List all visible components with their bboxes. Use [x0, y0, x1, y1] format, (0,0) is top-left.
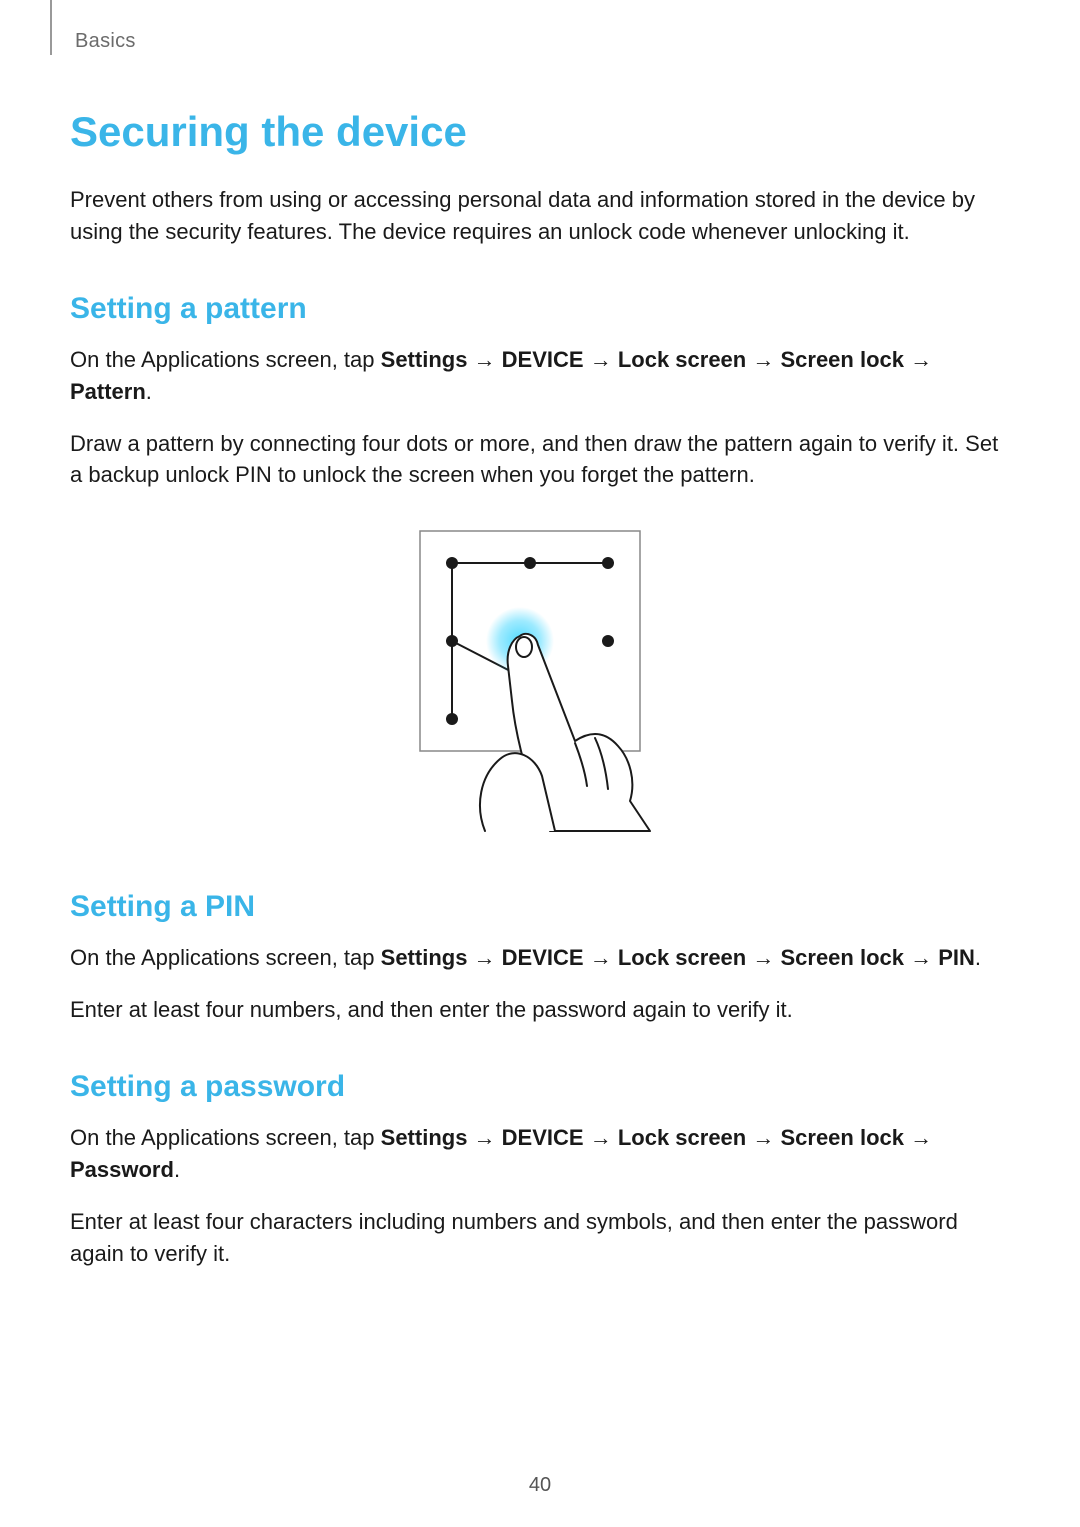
nav-item-screenlock: Screen lock — [780, 945, 904, 970]
pattern-dot — [446, 557, 458, 569]
section-label: Basics — [75, 30, 1010, 53]
pin-heading: Setting a PIN — [70, 890, 1010, 924]
pattern-heading: Setting a pattern — [70, 292, 1010, 326]
nav-item-password: Password — [70, 1157, 174, 1182]
arrow-icon: → — [904, 1125, 932, 1150]
pattern-dot — [602, 635, 614, 647]
nav-item-device: DEVICE — [502, 945, 584, 970]
password-nav-text: On the Applications screen, tap Settings… — [70, 1122, 1010, 1186]
nav-item-lockscreen: Lock screen — [618, 347, 746, 372]
arrow-icon: → — [746, 1125, 780, 1150]
arrow-icon: → — [904, 347, 932, 372]
period: . — [146, 379, 152, 404]
page-container: Basics Securing the device Prevent other… — [0, 0, 1080, 1527]
pattern-figure — [70, 521, 1010, 846]
period: . — [975, 945, 981, 970]
nav-item-device: DEVICE — [502, 347, 584, 372]
header-divider — [50, 0, 52, 55]
arrow-icon: → — [467, 347, 501, 372]
pattern-dot — [446, 713, 458, 725]
nav-item-screenlock: Screen lock — [780, 1125, 904, 1150]
pattern-nav-prefix: On the Applications screen, tap — [70, 347, 381, 372]
pin-nav-prefix: On the Applications screen, tap — [70, 945, 381, 970]
nav-item-settings: Settings — [381, 347, 468, 372]
arrow-icon: → — [746, 945, 780, 970]
arrow-icon: → — [584, 1125, 618, 1150]
nav-item-settings: Settings — [381, 945, 468, 970]
arrow-icon: → — [904, 945, 938, 970]
nav-item-lockscreen: Lock screen — [618, 945, 746, 970]
page-number: 40 — [0, 1474, 1080, 1497]
pattern-dot — [446, 635, 458, 647]
arrow-icon: → — [467, 1125, 501, 1150]
pattern-nav-text: On the Applications screen, tap Settings… — [70, 344, 1010, 408]
nav-item-pin: PIN — [938, 945, 975, 970]
pattern-dot — [524, 557, 536, 569]
intro-paragraph: Prevent others from using or accessing p… — [70, 184, 1010, 248]
pattern-body-text: Draw a pattern by connecting four dots o… — [70, 428, 1010, 492]
pattern-dot — [602, 557, 614, 569]
password-heading: Setting a password — [70, 1070, 1010, 1104]
arrow-icon: → — [584, 347, 618, 372]
pattern-lock-illustration — [410, 521, 670, 841]
page-title: Securing the device — [70, 108, 1010, 156]
period: . — [174, 1157, 180, 1182]
nav-item-settings: Settings — [381, 1125, 468, 1150]
password-body-text: Enter at least four characters including… — [70, 1206, 1010, 1270]
arrow-icon: → — [746, 347, 780, 372]
pin-body-text: Enter at least four numbers, and then en… — [70, 994, 1010, 1026]
pin-nav-text: On the Applications screen, tap Settings… — [70, 942, 1010, 974]
nav-item-screenlock: Screen lock — [780, 347, 904, 372]
nav-item-lockscreen: Lock screen — [618, 1125, 746, 1150]
nav-item-device: DEVICE — [502, 1125, 584, 1150]
password-nav-prefix: On the Applications screen, tap — [70, 1125, 381, 1150]
arrow-icon: → — [584, 945, 618, 970]
arrow-icon: → — [467, 945, 501, 970]
nav-item-pattern: Pattern — [70, 379, 146, 404]
